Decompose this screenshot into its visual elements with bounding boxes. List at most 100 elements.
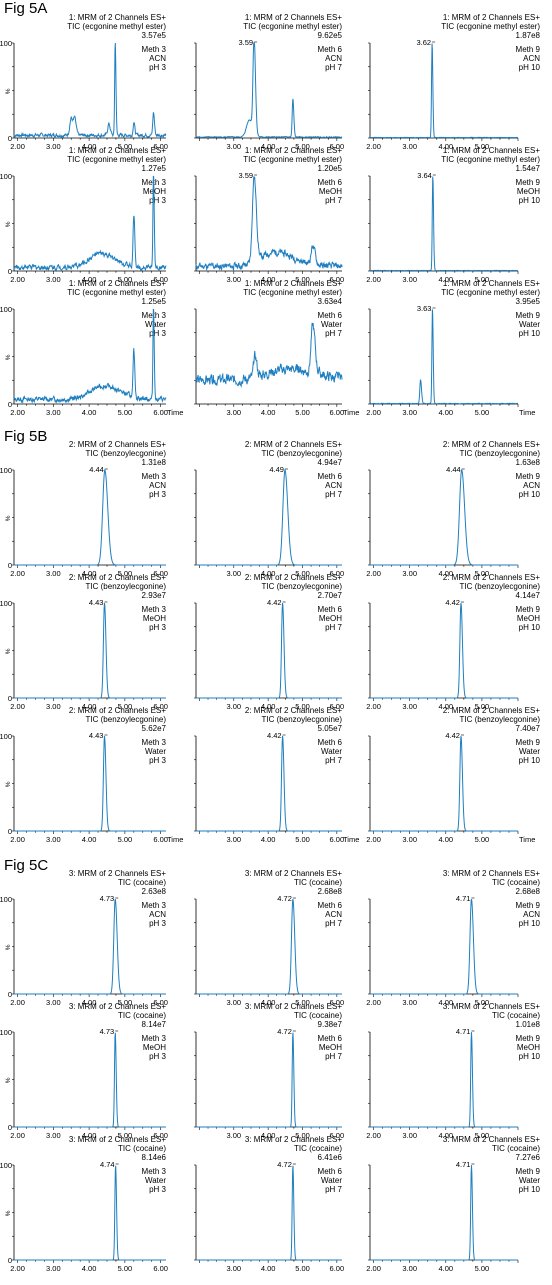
retention-time-label: 4.42: [445, 598, 460, 607]
condition-label: ACN: [149, 910, 166, 919]
condition-label: Meth 6: [318, 1034, 343, 1043]
panel-title: 1: MRM of 2 Channels ES+: [69, 13, 166, 22]
x-tick-label: 3.00: [226, 1264, 241, 1273]
condition-label: MeOH: [517, 1043, 540, 1052]
condition-label: Meth 9: [516, 178, 541, 187]
x-tick-label: 5.00: [118, 1264, 133, 1273]
intensity-label: 1.27e5: [142, 164, 167, 173]
intensity-label: 7.40e7: [516, 724, 541, 733]
x-tick-label: 5.00: [118, 569, 133, 578]
x-tick-label: 5.00: [475, 998, 490, 1007]
panel-subtitle: TIC (benzoylecgonine): [86, 715, 167, 724]
x-tick-label: 5.00: [475, 1264, 490, 1273]
condition-label: pH 7: [325, 919, 342, 928]
panel-title: 1: MRM of 2 Channels ES+: [443, 13, 540, 22]
x-tick-label: 5.00: [118, 1131, 133, 1140]
x-tick-label: 4.00: [82, 408, 97, 417]
x-tick-label: 5.00: [295, 835, 310, 844]
panel-title: 2: MRM of 2 Channels ES+: [443, 573, 540, 582]
retention-time-label: 4.43: [89, 598, 104, 607]
x-tick-label: 3.00: [226, 702, 241, 711]
panel-subtitle: TIC (cocaine): [118, 1144, 166, 1153]
condition-label: pH 3: [149, 919, 166, 928]
y-axis-unit: %: [5, 1077, 12, 1083]
condition-label: ACN: [325, 481, 342, 490]
condition-label: ACN: [523, 481, 540, 490]
x-tick-label: 3.00: [226, 1131, 241, 1140]
x-tick-label: 5.00: [295, 408, 310, 417]
x-tick-label: 6.00: [153, 998, 168, 1007]
condition-label: Water: [145, 320, 166, 329]
intensity-label: 6.41e6: [318, 1153, 343, 1162]
condition-label: Meth 9: [516, 472, 541, 481]
x-tick-label: 2.00: [366, 408, 381, 417]
chromatogram-trace: [196, 735, 342, 832]
panel-subtitle: TIC (cocaine): [492, 1011, 540, 1020]
x-tick-label: 2.00: [10, 1131, 25, 1140]
chromatogram-trace: [196, 1165, 342, 1261]
condition-label: Meth 6: [318, 1167, 343, 1176]
x-tick-label: 3.00: [46, 998, 61, 1007]
x-tick-label: 2.00: [10, 408, 25, 417]
y-tick-label: 0: [8, 400, 12, 409]
x-tick-label: 5.00: [118, 835, 133, 844]
x-tick-label: 6.00: [330, 702, 345, 711]
intensity-label: 1.87e8: [516, 31, 541, 40]
x-tick-label: 5.00: [295, 1131, 310, 1140]
x-tick-label: 2.00: [10, 998, 25, 1007]
retention-time-label: 3.59: [238, 171, 253, 180]
x-tick-label: 6.00: [153, 142, 168, 151]
x-tick-label: 4.00: [82, 275, 97, 284]
chromatogram-trace: [369, 43, 519, 139]
panel-title: 3: MRM of 2 Channels ES+: [245, 869, 342, 878]
x-tick-label: 5.00: [475, 569, 490, 578]
condition-label: Meth 6: [318, 178, 343, 187]
panel-subtitle: TIC (ecgonine methyl ester): [441, 22, 540, 31]
condition-label: Meth 3: [142, 45, 167, 54]
x-tick-label: 3.00: [226, 408, 241, 417]
condition-label: ACN: [325, 54, 342, 63]
y-axis-unit: %: [5, 1210, 12, 1216]
x-tick-label: 2.00: [366, 998, 381, 1007]
x-tick-label: 4.00: [261, 569, 276, 578]
panel-subtitle: TIC (cocaine): [294, 878, 342, 887]
condition-label: MeOH: [517, 187, 540, 196]
y-tick-label: 100: [0, 172, 12, 181]
condition-label: pH 7: [325, 329, 342, 338]
panel-title: 2: MRM of 2 Channels ES+: [69, 706, 166, 715]
retention-time-label: 4.71: [456, 894, 471, 903]
x-tick-label: 6.00: [153, 1264, 168, 1273]
retention-time-label: 4.42: [445, 731, 460, 740]
x-axis-label: Time: [167, 835, 183, 844]
condition-label: pH 7: [325, 490, 342, 499]
condition-label: Water: [145, 1176, 166, 1185]
x-tick-label: 3.00: [46, 1131, 61, 1140]
x-tick-label: 6.00: [153, 275, 168, 284]
panel-title: 2: MRM of 2 Channels ES+: [245, 573, 342, 582]
condition-label: pH 7: [325, 196, 342, 205]
y-tick-label: 0: [8, 1256, 12, 1265]
intensity-label: 8.14e6: [142, 1153, 167, 1162]
chromatogram-trace: [13, 175, 167, 273]
x-tick-label: 6.00: [153, 1131, 168, 1140]
x-tick-label: 4.00: [261, 1131, 276, 1140]
panel-title: 3: MRM of 2 Channels ES+: [245, 1002, 342, 1011]
condition-label: Meth 9: [516, 605, 541, 614]
x-tick-label: 4.00: [261, 142, 276, 151]
x-tick-label: 3.00: [226, 998, 241, 1007]
y-tick-label: 100: [0, 732, 12, 741]
x-tick-label: 4.00: [439, 569, 454, 578]
x-tick-label: 3.00: [226, 835, 241, 844]
chromatogram-trace: [370, 468, 518, 566]
x-tick-label: 4.00: [439, 408, 454, 417]
x-axis-label: Time: [343, 408, 359, 417]
x-tick-label: 4.00: [439, 275, 454, 284]
x-tick-label: 6.00: [153, 408, 168, 417]
condition-label: Water: [321, 320, 342, 329]
y-tick-label: 100: [0, 39, 12, 48]
condition-label: Meth 9: [516, 311, 541, 320]
chromatogram-trace: [195, 322, 343, 388]
x-tick-label: 6.00: [330, 142, 345, 151]
chromatogram-trace: [196, 468, 342, 566]
